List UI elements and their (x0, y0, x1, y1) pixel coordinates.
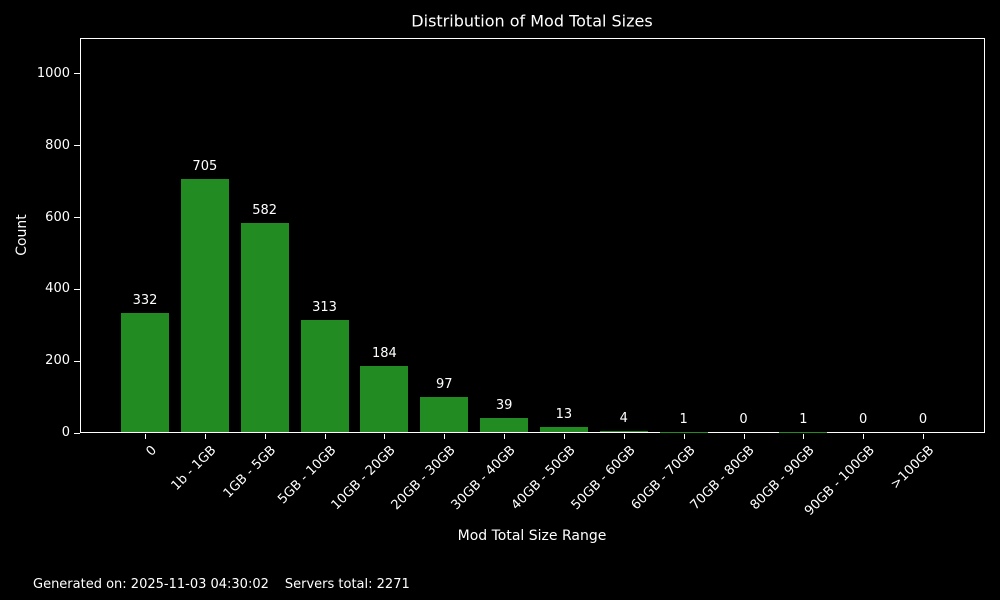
bar-value-label: 39 (495, 397, 513, 413)
x-axis-label: Mod Total Size Range (457, 528, 607, 544)
bar-value-label: 0 (859, 412, 868, 427)
generated-timestamp: Generated on: 2025-11-03 04:30:02 (33, 577, 269, 592)
y-tick-mark (74, 360, 80, 362)
x-tick-mark (324, 434, 326, 439)
x-tick-mark (923, 434, 925, 439)
y-tick-label: 1000 (36, 65, 70, 81)
x-tick-mark (863, 434, 865, 439)
y-tick-label: 200 (45, 353, 70, 369)
x-tick-label: 0 (143, 443, 160, 460)
x-tick-label: >100GB (888, 443, 938, 493)
bar-value-label: 582 (252, 203, 278, 218)
y-tick-label: 400 (45, 281, 70, 297)
x-tick-mark (563, 434, 565, 439)
bar-value-label: 4 (619, 410, 628, 426)
y-tick-label: 800 (45, 137, 70, 153)
bar-value-label: 1 (679, 411, 688, 427)
x-tick-mark (803, 434, 805, 439)
bar (180, 178, 229, 432)
bar-value-label: 313 (312, 299, 337, 315)
y-tick-mark (74, 288, 80, 290)
bar-value-label: 184 (371, 345, 397, 361)
y-tick-label: 600 (45, 209, 70, 225)
x-tick-mark (264, 434, 266, 439)
bar (240, 223, 289, 432)
plot-area (80, 38, 985, 433)
bar (539, 427, 588, 432)
x-tick-mark (145, 434, 146, 439)
bar (480, 417, 529, 432)
y-tick-mark (74, 432, 80, 434)
bar-value-label: 97 (435, 377, 453, 393)
y-tick-mark (74, 217, 80, 219)
servers-total: Servers total: 2271 (284, 577, 410, 592)
x-tick-mark (204, 434, 206, 439)
y-tick-mark (74, 145, 80, 147)
bar (599, 430, 648, 432)
x-tick-mark (384, 434, 386, 439)
x-tick-mark (623, 434, 625, 439)
x-tick-mark (743, 434, 745, 439)
bar-value-label: 0 (918, 412, 928, 427)
bar-value-label: 13 (555, 407, 573, 423)
x-tick-label: 1b - 1GB (168, 443, 220, 494)
bar-value-label: 332 (132, 292, 158, 308)
x-tick-label: 5GB - 10GB (274, 443, 340, 508)
bar-value-label: 0 (739, 412, 748, 427)
footer: Generated on: 2025-11-03 04:30:02 Servers… (33, 577, 410, 592)
bar (420, 397, 469, 432)
bar (121, 312, 169, 432)
bar-value-label: 705 (192, 158, 218, 174)
bar (360, 365, 409, 432)
chart-title: Distribution of Mod Total Sizes (411, 11, 653, 31)
x-tick-label: 1GB - 5GB (220, 443, 280, 502)
y-tick-label: 0 (61, 425, 70, 440)
y-tick-mark (74, 73, 80, 75)
bar-value-label: 1 (799, 411, 808, 427)
x-tick-mark (683, 434, 685, 439)
x-tick-mark (504, 434, 506, 439)
bar (300, 319, 349, 432)
x-tick-mark (444, 434, 446, 439)
